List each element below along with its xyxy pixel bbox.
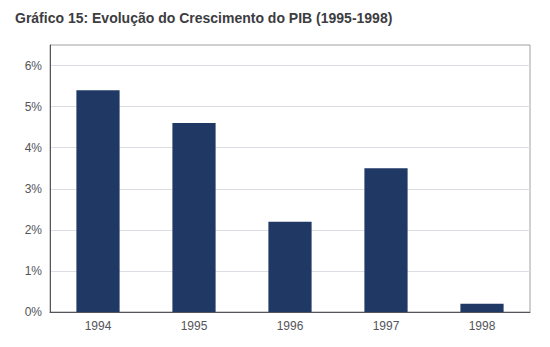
svg-text:1996: 1996 (277, 319, 304, 333)
svg-text:Gráfico 15: Evolução do Cresci: Gráfico 15: Evolução do Crescimento do P… (15, 10, 392, 26)
svg-text:1995: 1995 (181, 319, 208, 333)
svg-text:5%: 5% (25, 100, 43, 114)
svg-text:2%: 2% (25, 223, 43, 237)
svg-text:1994: 1994 (85, 319, 112, 333)
svg-text:1%: 1% (25, 264, 43, 278)
svg-text:1998: 1998 (469, 319, 496, 333)
svg-text:6%: 6% (25, 59, 43, 73)
svg-text:0%: 0% (25, 305, 43, 319)
svg-text:4%: 4% (25, 141, 43, 155)
svg-text:3%: 3% (25, 182, 43, 196)
svg-text:1997: 1997 (373, 319, 400, 333)
